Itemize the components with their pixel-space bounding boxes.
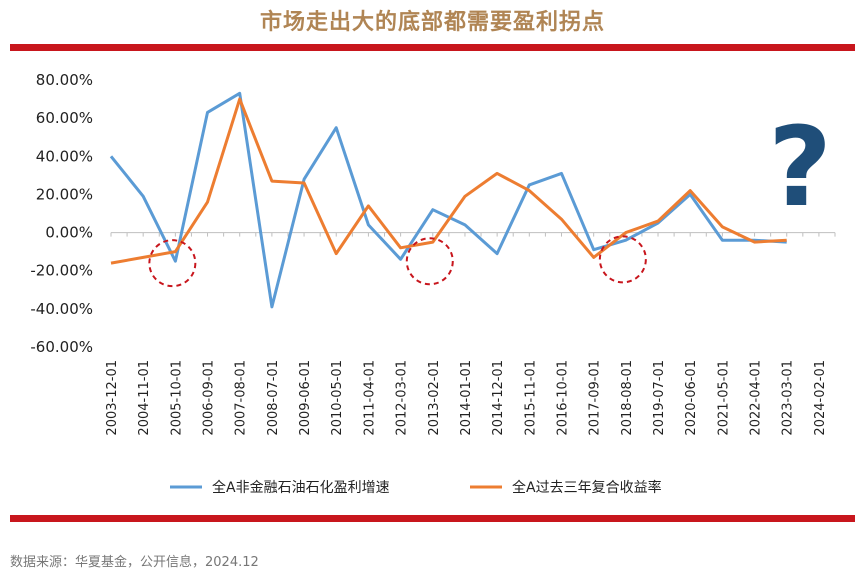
bottom-red-rule: [10, 515, 855, 522]
x-axis-ticks: 2003-12-01 2004-11-01 2005-10-01 2006-09-01…: [105, 360, 828, 436]
x-tick-label: 2010-05-01: [330, 360, 345, 436]
x-tick-label: 2009-06-01: [298, 360, 313, 436]
x-tick-label: 2017-09-01: [588, 360, 603, 436]
series-line-1: [109, 91, 787, 309]
dashed-circle: [598, 235, 647, 284]
x-tick-label: 2012-03-01: [395, 360, 410, 436]
legend: 全A非金融石油石化盈利增速 全A过去三年复合收益率: [170, 479, 662, 496]
y-tick-label: 60.00%: [36, 109, 93, 127]
x-tick-label: 2018-08-01: [620, 360, 635, 436]
dashed-circle: [405, 237, 454, 286]
x-tick-label: 2007-08-01: [234, 360, 249, 436]
series-lines: [109, 91, 787, 309]
legend-label: 全A过去三年复合收益率: [512, 479, 662, 496]
question-mark: ?: [768, 103, 832, 231]
dashed-circle: [148, 239, 197, 288]
x-tick-label: 2005-10-01: [169, 360, 184, 436]
x-tick-label: 2021-05-01: [716, 360, 731, 436]
x-tick-label: 2016-10-01: [555, 360, 570, 436]
x-tick-label: 2014-01-01: [459, 360, 474, 436]
y-tick-label: 80.00%: [36, 71, 93, 89]
x-tick-label: 2023-03-01: [781, 360, 796, 436]
x-tick-label: 2008-07-01: [266, 360, 281, 436]
x-tick-label: 2020-06-01: [684, 360, 699, 436]
x-tick-label: 2003-12-01: [105, 360, 120, 436]
x-tick-label: 2024-02-01: [813, 360, 828, 436]
x-tick-label: 2013-02-01: [427, 360, 442, 436]
x-tick-label: 2015-11-01: [523, 360, 538, 436]
series-line-2: [110, 97, 787, 265]
x-tick-label: 2006-09-01: [202, 360, 217, 436]
y-tick-label: 40.00%: [36, 147, 93, 165]
y-tick-label: 0.00%: [45, 224, 93, 242]
legend-label: 全A非金融石油石化盈利增速: [212, 479, 390, 496]
x-tick-label: 2022-04-01: [749, 360, 764, 436]
chart-title: 市场走出大的底部都需要盈利拐点: [259, 10, 605, 35]
x-tick-label: 2011-04-01: [362, 360, 377, 436]
source-note: 数据来源：华夏基金，公开信息，2024.12: [10, 555, 259, 570]
y-tick-label: 20.00%: [36, 185, 93, 203]
top-red-rule: [10, 44, 855, 51]
y-axis-ticks: 80.00% 60.00% 40.00% 20.00% 0.00% -20.00% -40.…: [30, 71, 93, 356]
y-tick-label: -40.00%: [30, 300, 93, 318]
x-tick-label: 2014-12-01: [491, 360, 506, 436]
y-tick-label: -60.00%: [30, 338, 93, 356]
x-tick-label: 2019-07-01: [652, 360, 667, 436]
x-tick-label: 2004-11-01: [137, 360, 152, 436]
y-tick-label: -20.00%: [30, 262, 93, 280]
annotations: [148, 235, 647, 288]
